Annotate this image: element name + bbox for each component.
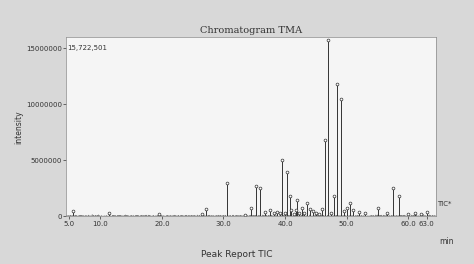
Text: TIC*: TIC* <box>437 201 451 207</box>
Text: min: min <box>439 237 454 246</box>
Text: 15,722,501: 15,722,501 <box>68 45 108 51</box>
Text: Peak Report TIC: Peak Report TIC <box>201 250 273 259</box>
Y-axis label: intensity: intensity <box>14 110 23 144</box>
Title: Chromatogram TMA: Chromatogram TMA <box>200 26 302 35</box>
